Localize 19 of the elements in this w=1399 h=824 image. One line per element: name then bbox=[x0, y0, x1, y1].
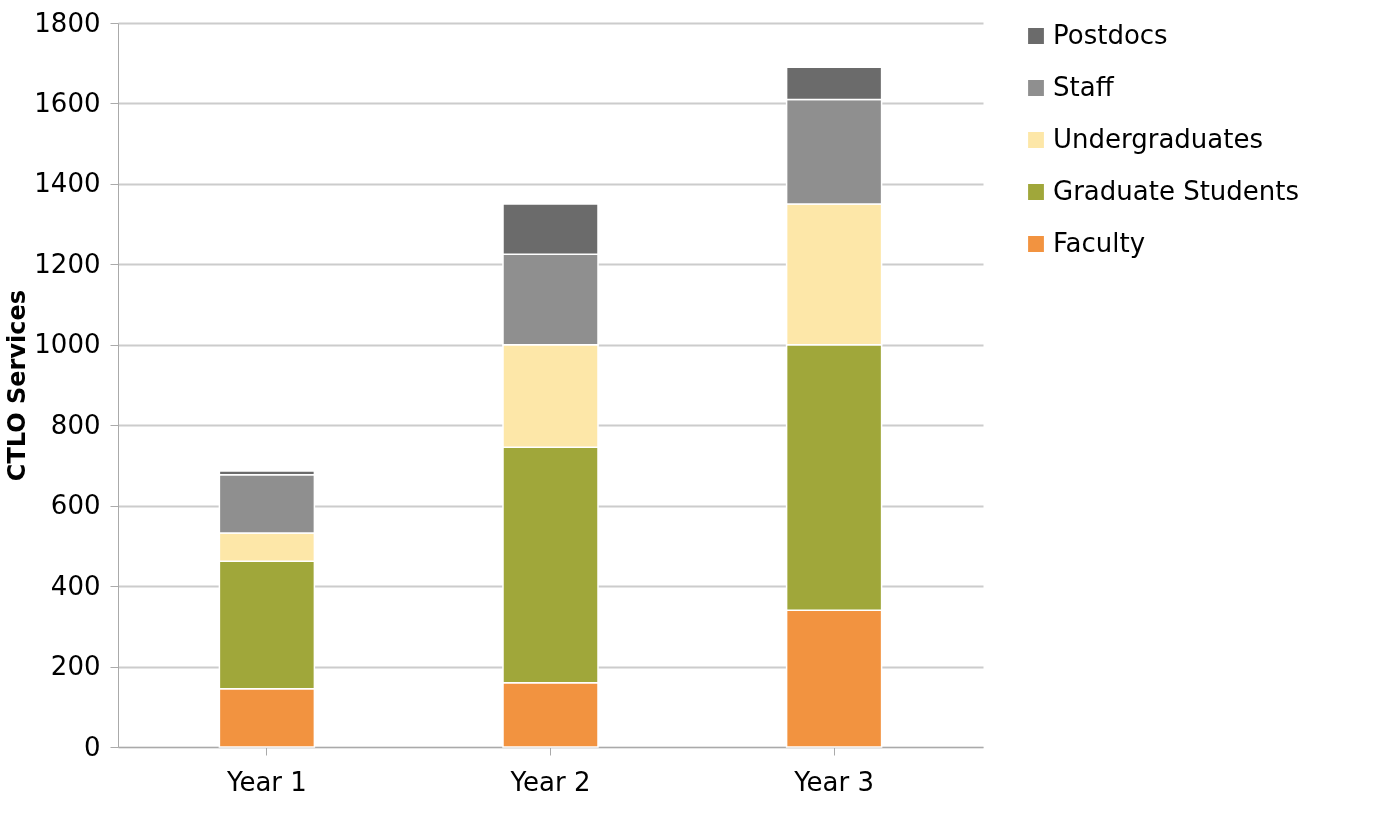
y-tick-label: 400 bbox=[50, 570, 101, 601]
x-tick-label: Year 3 bbox=[793, 766, 875, 797]
x-tick-label: Year 2 bbox=[509, 766, 591, 797]
y-tick-label: 1000 bbox=[34, 329, 101, 360]
y-tick-label: 1800 bbox=[34, 7, 101, 38]
legend-label: Graduate Students bbox=[1053, 176, 1300, 206]
legend-label: Undergraduates bbox=[1053, 124, 1264, 154]
legend-label: Faculty bbox=[1053, 228, 1146, 258]
legend-label: Postdocs bbox=[1053, 20, 1168, 50]
y-tick-label: 1600 bbox=[34, 87, 101, 118]
y-tick-label: 1400 bbox=[34, 168, 101, 199]
legend-label: Staff bbox=[1053, 72, 1115, 102]
y-axis-title: CTLO Services bbox=[3, 289, 32, 482]
y-tick-label: 800 bbox=[50, 409, 101, 440]
x-tick-label: Year 1 bbox=[225, 766, 307, 797]
y-tick-label: 0 bbox=[83, 731, 101, 762]
y-tick-label: 1200 bbox=[34, 248, 101, 279]
y-tick-label: 600 bbox=[50, 490, 101, 521]
y-tick-label: 200 bbox=[50, 651, 101, 682]
